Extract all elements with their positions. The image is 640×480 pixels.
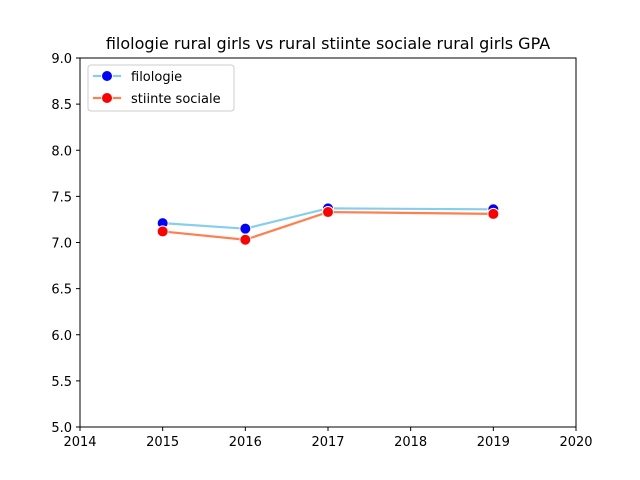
legend: filologie stiinte sociale <box>87 64 235 112</box>
data-point <box>322 206 334 219</box>
y-tick-label: 9.0 <box>51 52 72 67</box>
legend-label: filologie <box>131 70 182 85</box>
series-line <box>162 207 494 230</box>
legend-marker <box>101 70 113 82</box>
y-tick-label: 5.0 <box>51 421 72 436</box>
y-tick-label: 7.5 <box>51 190 72 205</box>
y-tick-label: 6.5 <box>51 283 72 298</box>
legend-box <box>87 64 235 112</box>
x-tick-label: 2016 <box>229 435 262 450</box>
legend-item: stiinte sociale <box>93 92 221 107</box>
legend-label: stiinte sociale <box>131 92 221 107</box>
series-layer <box>156 202 500 246</box>
series-line <box>162 210 494 241</box>
x-tick-label: 2017 <box>311 435 344 450</box>
y-tick-label: 6.0 <box>51 329 72 344</box>
x-tick-label: 2014 <box>63 435 96 450</box>
data-point <box>487 207 500 220</box>
x-tick-label: 2015 <box>146 435 179 450</box>
y-tick-label: 7.0 <box>51 237 72 252</box>
x-tick-label: 2019 <box>477 435 510 450</box>
legend-marker <box>101 92 113 104</box>
chart-title: filologie rural girls vs rural stiinte s… <box>106 34 550 53</box>
y-tick-label: 5.5 <box>51 375 72 390</box>
plot-area: 2014 2015 2016 2017 2018 2019 2020 5.0 5.5 6.0 6.5… <box>51 52 592 450</box>
legend-item: filologie <box>93 70 182 85</box>
x-tick-label: 2020 <box>559 435 592 450</box>
y-tick-label: 8.0 <box>51 144 72 159</box>
series-1 <box>156 206 500 246</box>
data-point <box>239 233 252 246</box>
y-tick-label: 8.5 <box>51 98 72 113</box>
data-point <box>239 222 252 235</box>
data-point <box>156 225 169 238</box>
x-tick-label: 2018 <box>394 435 427 450</box>
